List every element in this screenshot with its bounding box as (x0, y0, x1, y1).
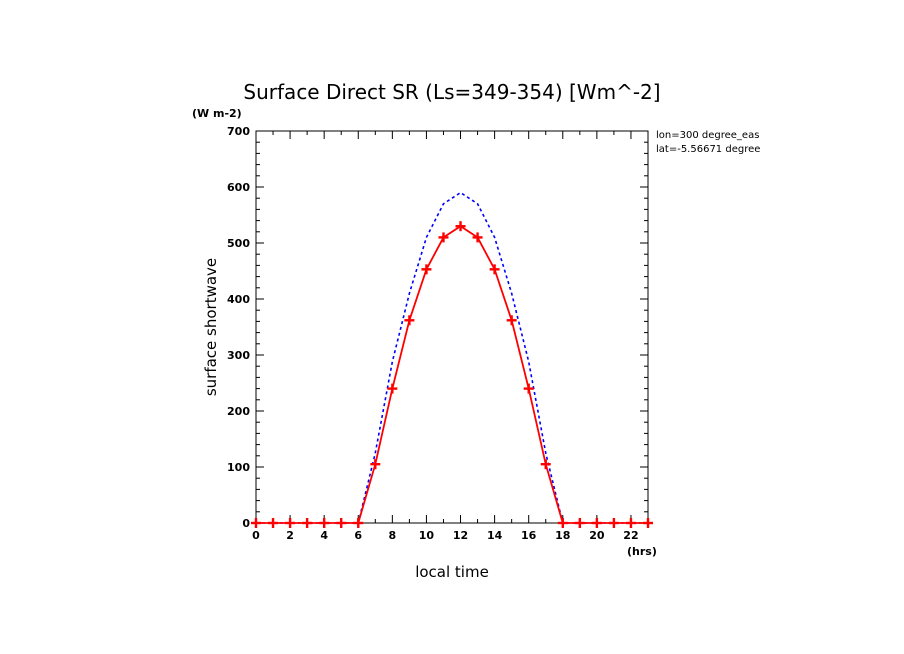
series-1-marker (608, 518, 619, 528)
y-tick-label: 600 (227, 181, 250, 194)
x-tick-label: 14 (487, 529, 503, 542)
y-tick-labels: 0 100 200 300 400 500 600 700 (227, 125, 250, 530)
x-tick-label: 20 (589, 529, 605, 542)
y-tick-label: 300 (227, 349, 250, 362)
series-2-line (256, 191, 648, 524)
plot-frame (255, 130, 649, 524)
series-1-marker (540, 459, 551, 470)
series-1-marker (404, 315, 415, 326)
x-tick-label: 8 (389, 529, 397, 542)
y-axis-label: surface shortwave (202, 258, 220, 396)
y-tick-label: 100 (227, 461, 250, 474)
y-tick-label: 0 (242, 517, 250, 530)
y-unit-label: (W m-2) (192, 107, 242, 120)
axis-ticks (255, 130, 649, 524)
series-1-marker (302, 518, 313, 528)
chart-title: Surface Direct SR (Ls=349-354) [Wm^-2] (243, 80, 660, 104)
x-tick-label: 10 (419, 529, 435, 542)
series-1-marker (353, 518, 364, 528)
series-1-marker (319, 518, 330, 528)
x-tick-label: 6 (354, 529, 362, 542)
series-1-marker (506, 315, 517, 326)
x-tick-label: 0 (252, 529, 260, 542)
series-1-marker (455, 221, 466, 232)
series-1-marker (523, 383, 534, 394)
series-1-marker (285, 518, 296, 528)
x-unit-label: (hrs) (627, 545, 657, 558)
x-tick-label: 22 (623, 529, 638, 542)
info-line-lat: lat=-5.56671 degree (656, 144, 760, 155)
series-1-marker (387, 383, 398, 394)
series-1-line (256, 225, 648, 524)
y-tick-label: 400 (227, 293, 250, 306)
x-tick-label: 2 (286, 529, 294, 542)
series-1-marker (591, 518, 602, 528)
series-1-marker (370, 459, 381, 470)
series-1-marker (574, 518, 585, 528)
x-tick-label: 18 (555, 529, 570, 542)
series-1-marker (336, 518, 347, 528)
series-1-marker (438, 232, 449, 243)
y-tick-label: 700 (227, 125, 250, 138)
x-axis-label: local time (415, 563, 489, 581)
series-1-marker (643, 518, 653, 528)
series-1-marker (268, 518, 279, 528)
series-1-marker (557, 518, 568, 528)
x-tick-label: 4 (320, 529, 328, 542)
y-tick-label: 200 (227, 405, 250, 418)
y-tick-label: 500 (227, 237, 250, 250)
x-tick-label: 12 (453, 529, 468, 542)
series-1-marker (489, 264, 500, 275)
x-tick-label: 16 (521, 529, 537, 542)
series-1-marker (472, 232, 483, 243)
info-line-lon: lon=300 degree_eas (656, 130, 759, 141)
x-tick-labels: 0 2 4 6 8 10 12 14 16 18 20 22 (252, 529, 638, 542)
series-1-marker (625, 518, 636, 528)
series-1-marker (251, 518, 261, 528)
series-layer (251, 191, 653, 528)
series-1-marker (421, 264, 432, 275)
